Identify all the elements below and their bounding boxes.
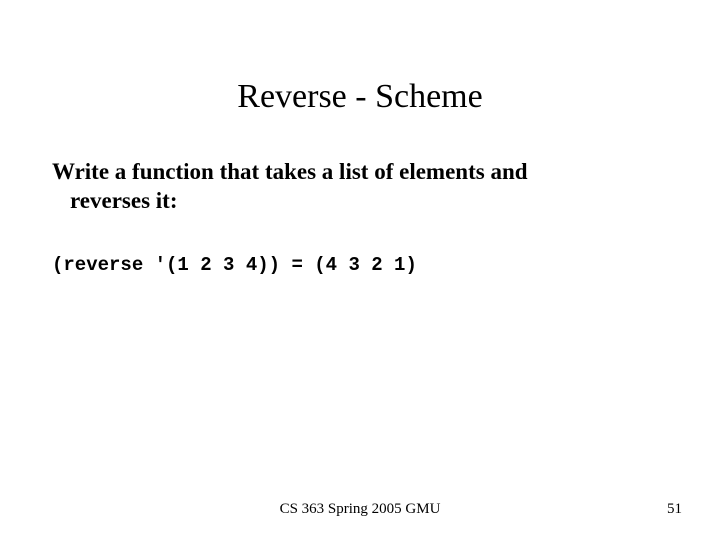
- prompt-line-2: reverses it:: [52, 187, 672, 216]
- slide-title: Reverse - Scheme: [0, 78, 720, 116]
- footer-page-number: 51: [667, 501, 682, 518]
- footer-course: CS 363 Spring 2005 GMU: [280, 501, 441, 518]
- slide-container: Reverse - Scheme Write a function that t…: [0, 0, 720, 540]
- prompt-line-1: Write a function that takes a list of el…: [52, 159, 528, 184]
- code-example: (reverse '(1 2 3 4)) = (4 3 2 1): [0, 254, 720, 276]
- prompt-text: Write a function that takes a list of el…: [0, 158, 720, 216]
